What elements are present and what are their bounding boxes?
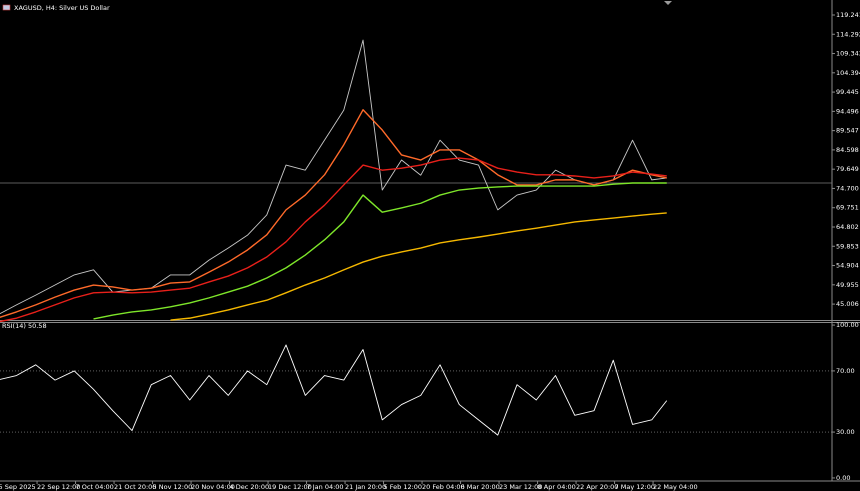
x-tick-label: 23 Mar 12:00 (499, 483, 542, 491)
x-tick-label: 7 May 12:00 (615, 483, 655, 491)
x-tick-label: 5 Nov 12:00 (153, 483, 193, 491)
x-tick-label: 6 Mar 20:00 (461, 483, 500, 491)
x-tick-label: 19 Dec 12:00 (268, 483, 312, 491)
indicator-line (0, 109, 667, 318)
indicator-line (0, 157, 667, 323)
indicator-line (93, 182, 667, 320)
chart-title: XAGUSD, H4: Silver US Dollar (14, 4, 110, 12)
x-tick-label: 22 Sep 12:00 (37, 483, 80, 491)
x-tick-label: 21 Oct 20:00 (114, 483, 156, 491)
x-tick-label: 4 Dec 20:00 (230, 483, 270, 491)
y-tick-label: 59.853 (836, 242, 859, 250)
y-tick-label: 45.006 (836, 300, 859, 308)
y-tick-label: 104.394 (836, 69, 860, 77)
indicator-title: RSI(14) 50.58 (2, 322, 47, 330)
y-tick-label: 30.00 (836, 428, 855, 436)
x-tick-label: 22 Apr 20:00 (576, 483, 618, 491)
x-tick-label: 5 Feb 12:00 (384, 483, 423, 491)
y-tick-label: 54.904 (836, 262, 859, 270)
x-tick-label: 7 Jan 04:00 (307, 483, 344, 491)
y-tick-label: 0.00 (836, 474, 850, 482)
y-tick-label: 79.649 (836, 165, 859, 173)
y-tick-label: 94.496 (836, 107, 859, 115)
price-line (0, 39, 667, 315)
y-tick-label: 114.292 (836, 30, 860, 38)
x-tick-label: 22 May 04:00 (653, 483, 698, 491)
y-tick-label: 99.445 (836, 88, 859, 96)
y-tick-label: 74.700 (836, 184, 859, 192)
y-tick-label: 49.955 (836, 281, 859, 289)
y-tick-label: 69.751 (836, 204, 859, 212)
symbol-icon (2, 4, 11, 11)
indicator-line (0, 344, 668, 436)
x-tick-label: 8 Apr 04:00 (538, 483, 576, 491)
y-tick-label: 84.598 (836, 146, 859, 154)
y-tick-label: 89.547 (836, 127, 859, 135)
chart-shift-marker (664, 1, 672, 5)
y-tick-label: 100.00 (836, 321, 859, 329)
y-tick-label: 119.241 (836, 11, 860, 19)
x-tick-label: 7 Oct 04:00 (76, 483, 114, 491)
x-tick-label: 20 Feb 04:00 (422, 483, 465, 491)
y-tick-label: 70.00 (836, 367, 855, 375)
y-tick-label: 109.343 (836, 50, 860, 58)
y-tick-label: 64.802 (836, 223, 859, 231)
indicator-line (170, 212, 667, 321)
x-tick-label: 21 Jan 20:00 (345, 483, 386, 491)
x-tick-label: 5 Sep 2025 (0, 483, 36, 491)
x-tick-label: 20 Nov 04:00 (191, 483, 235, 491)
